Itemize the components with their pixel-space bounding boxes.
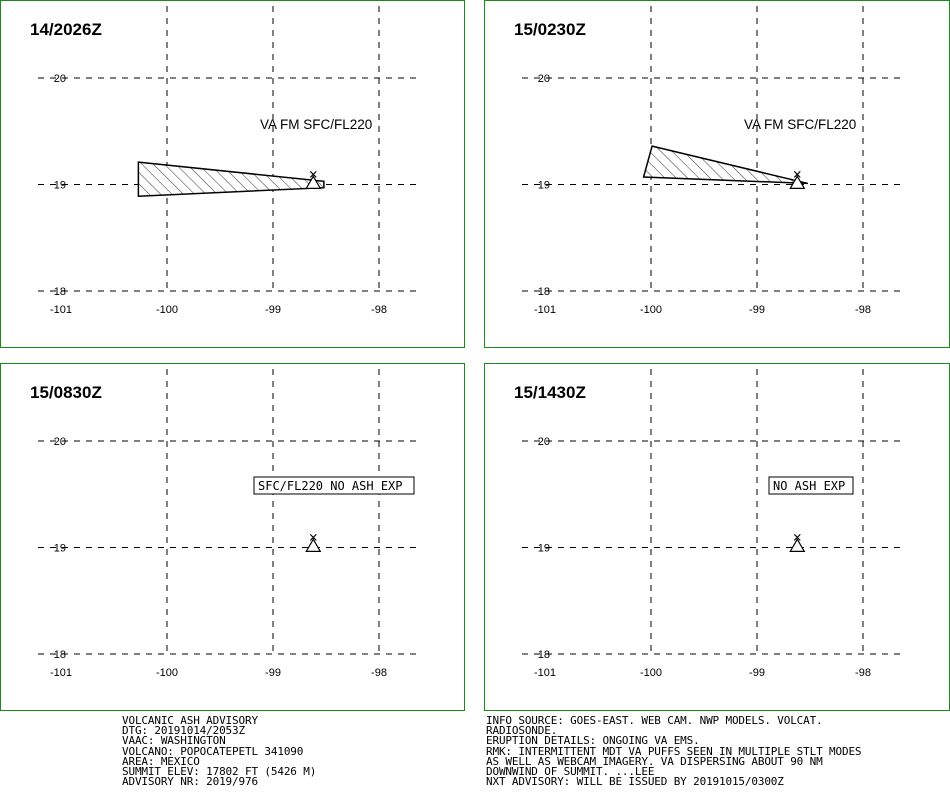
longitude-tick-label: -99: [265, 667, 281, 679]
advisory-right-line: INFO SOURCE: GOES-EAST. WEB CAM. NWP MOD…: [486, 714, 823, 727]
longitude-tick-label: -101: [534, 667, 556, 679]
map-panel-1: -101 -100 -99 -98 20 19 18 14/2026Z VA FM SFC/FL…: [0, 0, 465, 348]
map-panel-4: -101 -100 -99 -98 20 19 18 15/1430Z NO ASH EXP: [484, 363, 950, 711]
ash-level-annotation: VA FM SFC/FL220: [744, 117, 856, 132]
advisory-left-line: AREA: MEXICO: [122, 754, 200, 768]
latitude-tick-label: 18: [54, 286, 66, 298]
latitude-tick-label: 20: [54, 436, 66, 448]
latitude-tick-label: 19: [54, 180, 66, 192]
panel-time-label: 15/0230Z: [514, 20, 586, 39]
volcano-icon: [305, 170, 322, 189]
advisory-right-line: NXT ADVISORY: WILL BE ISSUED BY 20191015…: [486, 775, 784, 789]
latitude-tick-label: 20: [54, 73, 66, 85]
advisory-left-line: VOLCANIC ASH ADVISORY: [122, 714, 258, 727]
annotation-box: [253, 476, 415, 495]
latitude-tick-label: 20: [538, 73, 550, 85]
ash-level-annotation: VA FM SFC/FL220: [260, 117, 372, 132]
latitude-tick-label: 18: [538, 286, 550, 298]
latitude-tick-label: 20: [538, 436, 550, 448]
annotation-box: [768, 476, 854, 495]
longitude-tick-label: -101: [50, 304, 72, 316]
advisory-right-line: DOWNWIND OF SUMMIT. ...LEE: [486, 764, 655, 778]
advisory-left-line: VOLCANO: POPOCATEPETL 341090: [122, 744, 304, 758]
latitude-tick-label: 19: [54, 543, 66, 555]
latitude-tick-label: 19: [538, 543, 550, 555]
advisory-right-line: RMK: INTERMITTENT MDT VA PUFFS SEEN IN M…: [486, 744, 862, 758]
no-ash-annotation: NO ASH EXP: [773, 479, 845, 493]
longitude-tick-label: -100: [640, 667, 662, 679]
panel-time-label: 15/1430Z: [514, 383, 586, 402]
advisory-right-line: AS WELL AS WEBCAM IMAGERY. VA DISPERSING…: [486, 754, 823, 768]
longitude-tick-label: -100: [156, 304, 178, 316]
latitude-tick-label: 19: [538, 180, 550, 192]
longitude-tick-label: -100: [640, 304, 662, 316]
longitude-tick-label: -98: [855, 667, 871, 679]
longitude-tick-label: -101: [534, 304, 556, 316]
ash-area-polygon: [137, 161, 325, 198]
panel-frame: [484, 363, 950, 711]
longitude-tick-label: -98: [855, 304, 871, 316]
map-panel-2: -101 -100 -99 -98 20 19 18 15/0230Z VA FM SFC/FL…: [484, 0, 950, 348]
advisory-left-line: SUMMIT ELEV: 17802 FT (5426 M): [122, 764, 317, 778]
forecast-maps: -101 -100 -99 -98 20 19 18 14/2026Z VA FM SFC/FL…: [0, 0, 950, 711]
volcano-icon: [789, 170, 806, 189]
latitude-tick-label: 18: [538, 649, 550, 661]
map-panel-3: -101 -100 -99 -98 20 19 18 15/0830Z SFC/FL220 NO…: [0, 363, 465, 711]
advisory-left-line: VAAC: WASHINGTON: [122, 734, 226, 748]
advisory-left-text: VOLCANIC ASH ADVISORY DTG: 20191014/2053Z…: [122, 714, 317, 789]
panel-frame: [0, 0, 465, 348]
longitude-tick-label: -100: [156, 667, 178, 679]
volcano-icon: [305, 533, 322, 552]
no-ash-annotation: SFC/FL220 NO ASH EXP: [258, 479, 403, 493]
panel-frame: [0, 363, 465, 711]
advisory-right-line: RADIOSONDE.: [486, 724, 558, 738]
ash-area-polygon: [642, 145, 809, 185]
longitude-tick-label: -98: [371, 667, 387, 679]
panel-time-label: 15/0830Z: [30, 383, 102, 402]
longitude-tick-label: -98: [371, 304, 387, 316]
latitude-tick-label: 18: [54, 649, 66, 661]
volcano-icon: [789, 533, 806, 552]
panel-time-label: 14/2026Z: [30, 20, 102, 39]
advisory-left-line: ADVISORY NR: 2019/976: [122, 775, 258, 789]
longitude-tick-label: -101: [50, 667, 72, 679]
longitude-tick-label: -99: [265, 304, 281, 316]
longitude-tick-label: -99: [749, 667, 765, 679]
longitude-tick-label: -99: [749, 304, 765, 316]
advisory-right-text: INFO SOURCE: GOES-EAST. WEB CAM. NWP MOD…: [486, 714, 862, 789]
advisory-right-line: ERUPTION DETAILS: ONGOING VA EMS.: [486, 734, 700, 748]
advisory-left-line: DTG: 20191014/2053Z: [122, 724, 245, 738]
